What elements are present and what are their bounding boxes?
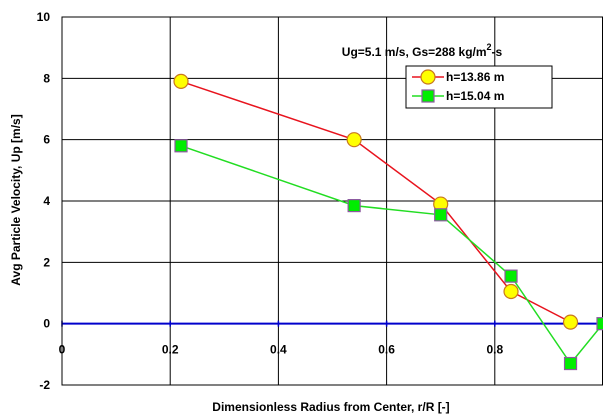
annotation-superscript: 2	[487, 42, 492, 52]
series-markers	[173, 73, 603, 371]
x-tick-label: 0.8	[486, 343, 503, 357]
data-point	[503, 283, 519, 300]
data-point	[504, 269, 518, 283]
data-point	[563, 356, 578, 371]
series-lines	[180, 80, 603, 365]
y-tick-label: 8	[43, 71, 50, 85]
x-tick-labels: 0 0.2 0.4 0.6 0.8	[59, 343, 504, 357]
y-tick-label: 10	[37, 10, 51, 24]
y-tick-label: 0	[43, 317, 50, 331]
legend-label: h=13.86 m	[446, 70, 504, 84]
y-tick-label: 2	[43, 255, 50, 269]
data-point	[346, 132, 362, 148]
x-tick-label: 0.2	[162, 343, 179, 357]
legend-label: h=15.04 m	[446, 89, 504, 103]
legend: h=13.86 m h=15.04 m	[405, 65, 553, 109]
data-point	[434, 208, 448, 222]
data-point	[174, 139, 188, 153]
x-tick-label: 0.6	[378, 343, 395, 357]
legend-swatch-marker	[421, 89, 435, 103]
data-point	[347, 199, 361, 213]
y-tick-label: -2	[39, 378, 50, 392]
y-tick-labels: -2 0 2 4 6 8 10	[37, 10, 51, 392]
data-point	[173, 73, 189, 90]
data-point	[596, 317, 603, 331]
y-tick-label: 6	[43, 133, 50, 147]
data-point	[562, 314, 579, 330]
x-axis-title: Dimensionless Radius from Center, r/R [-…	[212, 400, 449, 414]
y-axis-title: Avg Particle Velocity, Up [m/s]	[9, 114, 23, 285]
y-tick-label: 4	[43, 194, 50, 208]
x-tick-label: 0	[59, 343, 66, 357]
legend-swatch-marker	[420, 69, 436, 85]
series-line	[180, 145, 603, 365]
chart-annotation: Ug=5.1 m/s, Gs=288 kg/m2-s	[342, 42, 503, 59]
x-tick-label: 0.4	[270, 343, 287, 357]
